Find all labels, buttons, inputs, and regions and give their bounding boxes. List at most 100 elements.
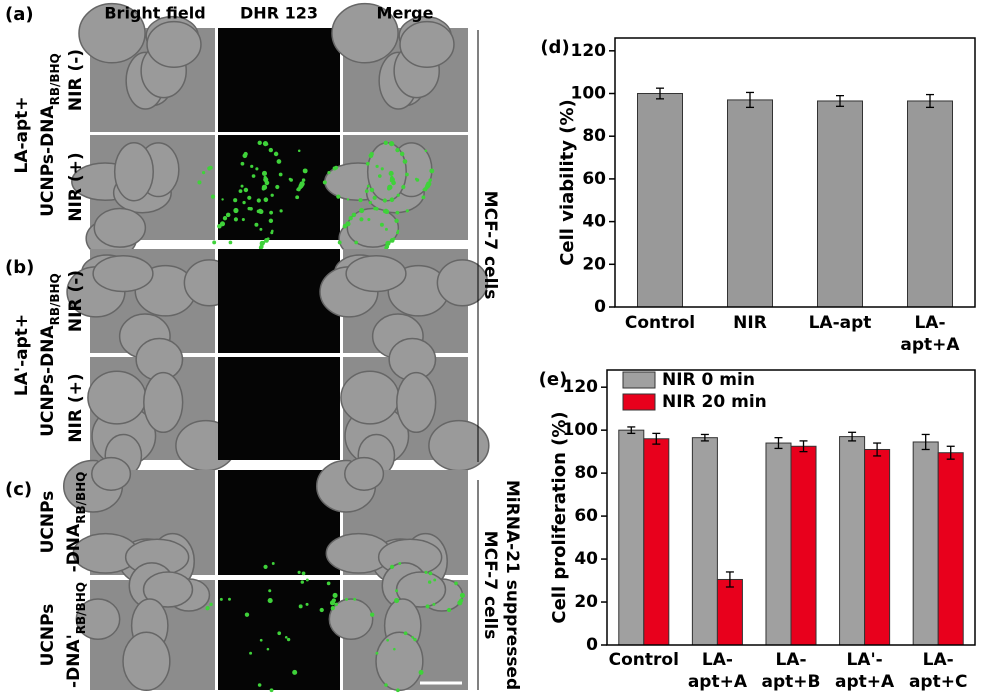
fluorescence [301, 178, 306, 182]
fluorescence [393, 647, 396, 651]
fluorescence [374, 206, 379, 211]
fluorescence [268, 218, 274, 223]
fluorescence [259, 638, 263, 642]
x-tick-label: apt+A [835, 672, 895, 692]
fluorescence [221, 198, 224, 201]
cell-outline [122, 631, 171, 692]
fluorescence [305, 602, 309, 606]
y-tick-label: 40 [582, 212, 606, 232]
text-part: UCNPs [38, 491, 58, 554]
bar [618, 429, 645, 646]
panel-label: (a) [5, 4, 34, 25]
x-tick-label: LA- [775, 650, 806, 670]
fluorescence [369, 187, 375, 193]
fluorescence [233, 217, 238, 222]
fluorescence [454, 581, 458, 586]
plot-frame [606, 369, 976, 646]
micrograph [218, 357, 340, 460]
fluorescence [261, 240, 266, 245]
fluorescence [446, 607, 452, 613]
fluorescence [433, 578, 437, 582]
row-label: UCNPs [38, 604, 58, 667]
fluorescence [388, 170, 394, 177]
fluorescence [425, 604, 430, 609]
fluorescence [348, 216, 353, 221]
y-axis-title: Cell viability (%) [557, 99, 578, 266]
bar [817, 100, 863, 308]
fluorescence [351, 212, 357, 218]
y-tick-label: 40 [574, 549, 598, 569]
fluorescence [367, 218, 371, 222]
fluorescence [334, 165, 339, 170]
x-tick-label: LA- [923, 650, 954, 670]
bar [864, 448, 891, 646]
text-part: RB/BHQ [48, 273, 62, 325]
fluorescence [422, 188, 426, 191]
fluorescence [405, 172, 409, 177]
fluorescence [399, 151, 405, 157]
column-header: DHR 123 [240, 4, 318, 23]
fluorescence [277, 631, 282, 636]
fluorescence [432, 602, 436, 606]
y-tick-label: 20 [574, 592, 598, 612]
fluorescence [334, 602, 338, 607]
fluorescence [429, 168, 435, 174]
fluorescence [411, 635, 414, 639]
fluorescence [263, 564, 268, 570]
fluorescence [389, 197, 395, 203]
fluorescence [212, 240, 217, 245]
fluorescence [380, 167, 384, 171]
fluorescence [240, 161, 245, 166]
fluorescence [297, 570, 301, 574]
fluorescence [276, 159, 282, 164]
x-tick-label: Control [625, 313, 695, 333]
fluorescence [369, 612, 375, 617]
y-tick-label: 80 [574, 463, 598, 483]
cell-outline [328, 598, 374, 641]
cell-outline [143, 371, 184, 434]
fluorescence [241, 218, 245, 222]
fluorescence [201, 171, 206, 175]
fluorescence [268, 589, 272, 593]
row-label: NIR (+) [66, 152, 86, 221]
fluorescence [372, 195, 377, 200]
row-label: -DNA'RB/BHQ [64, 582, 88, 688]
fluorescence [217, 223, 222, 229]
fluorescence [379, 222, 384, 227]
fluorescence [322, 180, 327, 185]
fluorescence [392, 237, 396, 241]
fluorescence [377, 174, 382, 178]
text-part: LA-apt+ [12, 96, 32, 173]
legend-label: NIR 20 min [662, 392, 767, 412]
fluorescence [286, 637, 291, 642]
fluorescence [297, 149, 301, 153]
fluorescence [405, 209, 409, 213]
fluorescence [211, 195, 215, 199]
cell-outline [344, 456, 385, 491]
fluorescence [428, 178, 432, 182]
text-part: RB/BHQ [48, 53, 62, 105]
fluorescence [384, 245, 389, 250]
y-tick-label: 60 [574, 506, 598, 526]
y-tick-label: 60 [582, 169, 606, 189]
fluorescence [428, 571, 433, 576]
fluorescence [289, 178, 293, 182]
fluorescence [263, 177, 269, 183]
fluorescence [296, 188, 299, 191]
cell-outline [428, 419, 490, 472]
row-label: NIR (+) [66, 373, 86, 442]
fluorescence [387, 240, 391, 245]
fluorescence [395, 210, 400, 215]
panel-label: (d) [540, 37, 569, 58]
fluorescence [375, 164, 379, 168]
fluorescence [275, 184, 280, 190]
x-tick-label: apt+A [688, 672, 748, 692]
text-part: LA'-apt+ [12, 314, 32, 396]
fluorescence [240, 184, 244, 188]
fluorescence [387, 184, 393, 190]
fluorescence [225, 212, 231, 218]
fluorescence [415, 178, 420, 182]
fluorescence [396, 229, 400, 233]
fluorescence [263, 197, 269, 203]
